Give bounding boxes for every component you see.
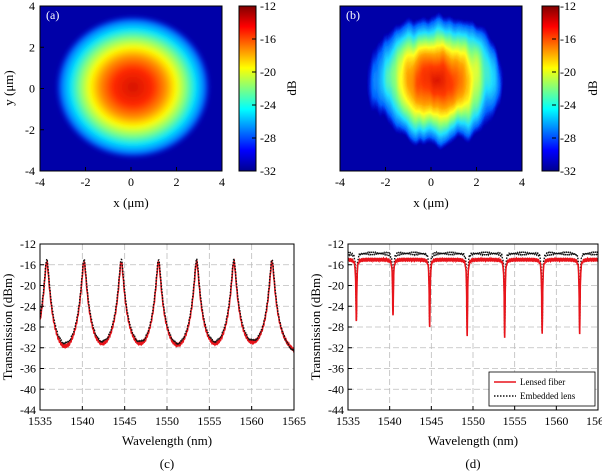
colorbar-tick-label: -20 bbox=[260, 65, 276, 79]
colorbar-a-ticks: -12 -16 -20 -24 -28 -32 bbox=[252, 0, 276, 178]
y-tick-label: -32 bbox=[328, 341, 344, 355]
heatmap-a-ylabel: y (μm) bbox=[1, 70, 16, 106]
x-tick-label: -4 bbox=[335, 175, 345, 189]
y-tick-label: -36 bbox=[20, 362, 36, 376]
plot-c-y-ticks: -12 -16 -20 -24 -28 -32 -36 -40 -44 bbox=[20, 237, 44, 417]
series-embedded-lens-d bbox=[348, 250, 598, 336]
y-tick-label: -20 bbox=[328, 279, 344, 293]
x-tick-label: 0 bbox=[128, 175, 134, 189]
colorbar-tick-label: -32 bbox=[560, 164, 576, 178]
x-tick-label: 1535 bbox=[28, 414, 52, 428]
x-tick-label: 1545 bbox=[419, 414, 443, 428]
y-tick-label: -36 bbox=[328, 362, 344, 376]
x-tick-label: -2 bbox=[381, 175, 391, 189]
plot-c-ylabel: Transmission (dBm) bbox=[0, 274, 15, 381]
y-tick-label: -40 bbox=[328, 382, 344, 396]
x-tick-label: 1550 bbox=[155, 414, 179, 428]
colorbar-tick-label: -24 bbox=[560, 98, 576, 112]
plot-d-x-ticks: 1535 1540 1545 1550 1555 1560 1565 bbox=[336, 406, 602, 428]
x-tick-label: 1560 bbox=[544, 414, 568, 428]
heatmap-a-xlabel: x (μm) bbox=[113, 195, 149, 210]
x-tick-label: 2 bbox=[174, 175, 180, 189]
y-tick-label: -12 bbox=[328, 237, 344, 251]
colorbar-tick-label: -16 bbox=[560, 32, 576, 46]
series-embedded-lens-c bbox=[40, 256, 294, 353]
plot-c-xlabel: Wavelength (nm) bbox=[122, 433, 212, 448]
panel-a: (a) -4 -2 0 2 4 420-2-4 x (μm) y (μm) -12-16… bbox=[1, 0, 299, 210]
colorbar-b bbox=[541, 5, 560, 172]
colorbar-tick-label: -28 bbox=[560, 131, 576, 145]
heatmap-b-spot bbox=[367, 14, 507, 146]
y-tick-label: -24 bbox=[328, 299, 344, 313]
y-tick-label: 2 bbox=[29, 40, 35, 54]
heatmap-b-x-ticks: -4 -2 0 2 4 bbox=[335, 167, 525, 189]
plot-d-caption: (d) bbox=[465, 456, 480, 471]
series-lensed-fiber-d bbox=[348, 256, 598, 338]
panel-b-label: (b) bbox=[346, 8, 360, 22]
heatmap-b-xlabel: x (μm) bbox=[413, 195, 449, 210]
colorbar-tick-label: -12 bbox=[560, 0, 576, 13]
y-tick-label: -16 bbox=[328, 258, 344, 272]
heatmap-a-spot bbox=[55, 15, 211, 159]
x-tick-label: 1535 bbox=[336, 414, 360, 428]
x-tick-label: 1550 bbox=[461, 414, 485, 428]
legend-d: Lensed fiber Embedded lens bbox=[488, 371, 596, 407]
x-tick-label: 2 bbox=[474, 175, 480, 189]
y-tick-label: -4 bbox=[25, 164, 35, 178]
heatmap-a-y-ticks: 4 2 0 -2 -4 bbox=[25, 0, 44, 178]
colorbar-tick-label: -28 bbox=[260, 131, 276, 145]
y-tick-label: 4 bbox=[29, 0, 35, 13]
panel-a-label: (a) bbox=[46, 8, 59, 22]
legend-d-box bbox=[488, 371, 596, 407]
y-tick-label: -32 bbox=[20, 341, 36, 355]
legend-label-lensed-fiber: Lensed fiber bbox=[520, 377, 565, 387]
x-tick-label: -4 bbox=[35, 175, 45, 189]
y-tick-label: -16 bbox=[20, 258, 36, 272]
y-tick-label: -28 bbox=[328, 320, 344, 334]
x-tick-label: 1565 bbox=[282, 414, 306, 428]
y-tick-label: -40 bbox=[20, 382, 36, 396]
x-tick-label: 4 bbox=[219, 175, 225, 189]
colorbar-b-label: dB bbox=[585, 80, 600, 96]
plot-d-xlabel: Wavelength (nm) bbox=[428, 433, 518, 448]
x-tick-label: 1565 bbox=[586, 414, 602, 428]
x-tick-label: 1555 bbox=[503, 414, 527, 428]
y-tick-label: -2 bbox=[25, 123, 35, 137]
x-tick-label: 1540 bbox=[70, 414, 94, 428]
legend-label-embedded-lens: Embedded lens bbox=[520, 391, 576, 401]
x-tick-label: 4 bbox=[519, 175, 525, 189]
plot-c-caption: (c) bbox=[160, 456, 174, 471]
y-tick-label: -12 bbox=[20, 237, 36, 251]
colorbar-tick-label: -12 bbox=[260, 0, 276, 13]
panel-c: 1535 1540 1545 1550 1555 1560 1565 -12 -16 -20 -2… bbox=[0, 237, 306, 471]
colorbar-tick-label: -32 bbox=[260, 164, 276, 178]
plot-c-grid bbox=[40, 244, 294, 410]
x-tick-label: -2 bbox=[81, 175, 91, 189]
colorbar-tick-label: -20 bbox=[560, 65, 576, 79]
x-tick-label: 0 bbox=[428, 175, 434, 189]
colorbar-a-label: dB bbox=[284, 80, 299, 96]
x-tick-label: 1540 bbox=[378, 414, 402, 428]
y-tick-label: 0 bbox=[29, 82, 35, 96]
x-tick-label: 1555 bbox=[197, 414, 221, 428]
panel-b: (b) -4 -2 0 2 4 x (μm) -12-16-20-24-28-32 dB bbox=[335, 0, 600, 210]
y-tick-label: -24 bbox=[20, 299, 36, 313]
plot-d-ylabel: Transmission (dBm) bbox=[308, 274, 323, 381]
y-tick-label: -44 bbox=[20, 403, 36, 417]
x-tick-label: 1545 bbox=[113, 414, 137, 428]
heatmap-a-x-ticks: -4 -2 0 2 4 bbox=[35, 167, 225, 189]
x-tick-label: 1560 bbox=[240, 414, 264, 428]
y-tick-label: -44 bbox=[328, 403, 344, 417]
plot-d-y-ticks: -12 -16 -20 -24 -28 -32 -36 -40 -44 bbox=[328, 237, 352, 417]
y-tick-label: -20 bbox=[20, 279, 36, 293]
colorbar-tick-label: -24 bbox=[260, 98, 276, 112]
plot-c-x-ticks: 1535 1540 1545 1550 1555 1560 1565 bbox=[28, 406, 306, 428]
colorbar-a bbox=[238, 5, 257, 172]
panel-d: 1535 1540 1545 1550 1555 1560 1565 -12 -16 -20 -2… bbox=[308, 237, 602, 471]
y-tick-label: -28 bbox=[20, 320, 36, 334]
colorbar-b-ticks: -12 -16 -20 -24 -28 -32 bbox=[552, 0, 576, 178]
colorbar-tick-label: -16 bbox=[260, 32, 276, 46]
